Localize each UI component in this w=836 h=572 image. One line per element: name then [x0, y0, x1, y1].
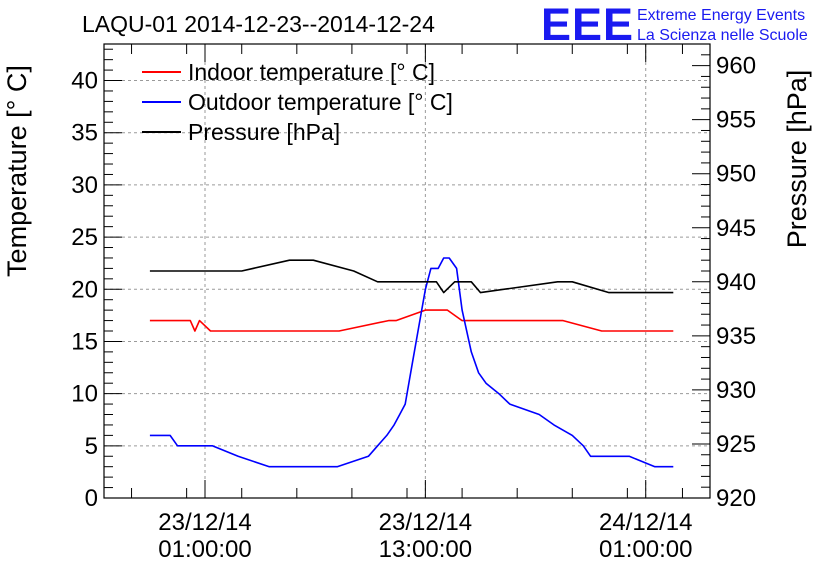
y-tick-label: 5 [85, 433, 98, 460]
y2-tick-label: 935 [716, 323, 756, 350]
logo-line-1: Extreme Energy Events [637, 7, 805, 24]
x-tick-label-time: 13:00:00 [379, 536, 472, 563]
chart-title: LAQU-01 2014-12-23--2014-12-24 [82, 11, 435, 37]
y2-tick-label: 925 [716, 431, 756, 458]
y2-axis-title: Pressure [hPa] [782, 70, 812, 249]
y2-tick-label: 940 [716, 269, 756, 296]
y2-tick-label: 955 [716, 107, 756, 134]
y2-tick-label: 920 [716, 485, 756, 512]
eee-logo: EEE [541, 0, 634, 50]
y2-tick-label: 930 [716, 377, 756, 404]
legend: Indoor temperature [° C] Outdoor tempera… [142, 59, 453, 145]
x-tick-label-time: 01:00:00 [599, 536, 692, 563]
series-lines [149, 257, 674, 468]
y-tick-label: 15 [71, 328, 98, 355]
y-tick-label: 0 [85, 485, 98, 512]
x-tick-label-time: 01:00:00 [158, 536, 251, 563]
y-tick-label: 30 [71, 172, 98, 199]
y-tick-label: 25 [71, 224, 98, 251]
logo-line-2: La Scienza nelle Scuole [637, 27, 808, 44]
axis-ticks: 0 5 10 15 20 25 30 35 40 920 925 930 935 940 945 950 955… [71, 43, 756, 563]
y-tick-label: 40 [71, 68, 98, 95]
y-tick-label: 10 [71, 381, 98, 408]
series-outdoor-temperature [149, 257, 674, 468]
x-tick-label-date: 23/12/14 [379, 509, 472, 536]
legend-label-outdoor: Outdoor temperature [° C] [188, 89, 453, 115]
y2-tick-label: 960 [716, 53, 756, 80]
legend-label-pressure: Pressure [hPa] [188, 119, 340, 145]
y-tick-label: 35 [71, 120, 98, 147]
series-pressure [149, 259, 674, 294]
grid-lines [104, 44, 710, 498]
y-tick-label: 20 [71, 276, 98, 303]
y2-tick-label: 945 [716, 215, 756, 242]
x-tick-label-date: 24/12/14 [599, 509, 692, 536]
y-axis-title: Temperature [° C] [2, 65, 32, 277]
y2-tick-label: 950 [716, 161, 756, 188]
x-tick-label-date: 23/12/14 [158, 509, 251, 536]
series-indoor-temperature [149, 309, 674, 332]
legend-label-indoor: Indoor temperature [° C] [188, 59, 435, 85]
